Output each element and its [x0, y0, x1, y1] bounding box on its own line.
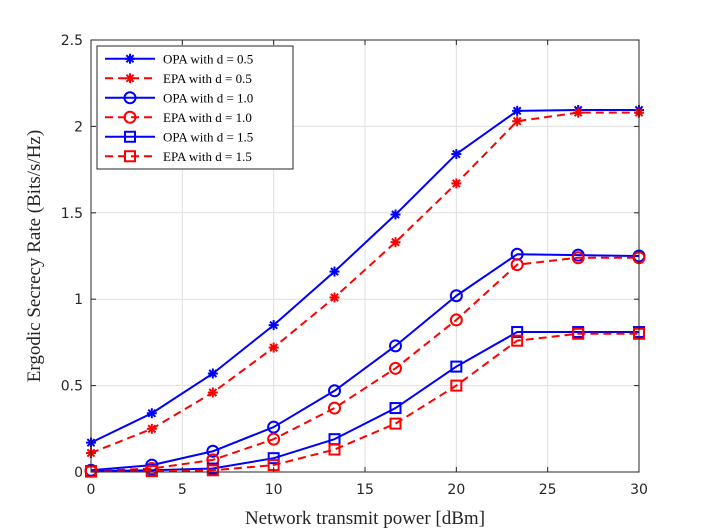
data-point: [573, 107, 584, 118]
legend-label: EPA with d = 1.5: [163, 149, 252, 164]
legend-label: OPA with d = 1.5: [163, 129, 253, 144]
data-point: [390, 209, 401, 220]
data-point: [329, 292, 340, 303]
x-axis-label: Network transmit power [dBm]: [245, 508, 485, 529]
series-2: [86, 107, 644, 458]
legend-marker: [125, 73, 135, 84]
data-point: [327, 401, 341, 415]
data-point: [511, 326, 524, 339]
legend-item: OPA with d = 1.0: [105, 90, 253, 105]
data-point: [329, 266, 340, 277]
data-point: [389, 361, 403, 375]
x-tick-label: 5: [178, 482, 187, 498]
data-point: [450, 379, 463, 392]
x-tick-label: 0: [87, 482, 96, 498]
data-point: [267, 420, 281, 434]
data-point: [449, 313, 463, 327]
legend-item: EPA with d = 1.5: [105, 149, 252, 164]
legend-marker: [125, 53, 135, 64]
legend-marker: [123, 110, 137, 124]
x-tick-label: 25: [539, 482, 557, 498]
data-point: [267, 452, 280, 465]
y-tick-label: 1: [74, 292, 83, 308]
data-point: [268, 342, 279, 353]
legend-box: [96, 45, 294, 170]
legend-marker: [123, 91, 137, 105]
y-tick-label: 0: [74, 465, 83, 481]
series-line: [90, 253, 640, 472]
legend-item: EPA with d = 0.5: [105, 71, 252, 86]
legend-marker: [124, 150, 136, 163]
data-point: [449, 289, 463, 303]
x-tick-label: 15: [356, 482, 374, 498]
data-point: [145, 465, 158, 478]
data-point: [389, 339, 403, 353]
y-tick-label: 2.5: [61, 33, 83, 49]
legend: OPA with d = 0.5 EPA with d = 0.5 OPA with…: [96, 45, 294, 170]
legend-label: EPA with d = 1.0: [163, 110, 252, 125]
data-point: [207, 368, 218, 379]
data-point: [510, 258, 524, 272]
data-point: [571, 251, 585, 265]
data-point: [146, 408, 157, 419]
legend-item: EPA with d = 1.0: [105, 110, 252, 125]
series-line: [90, 256, 639, 473]
x-tick-label: 30: [630, 482, 648, 498]
data-point: [451, 178, 462, 189]
series-line: [90, 111, 639, 454]
data-point: [512, 105, 523, 116]
data-point: [512, 116, 523, 127]
legend-item: OPA with d = 1.5: [105, 129, 253, 144]
data-point: [268, 320, 279, 331]
data-point: [389, 402, 402, 415]
data-point: [328, 443, 341, 456]
data-point: [206, 464, 219, 477]
data-point: [511, 334, 524, 347]
x-tick-label: 10: [265, 482, 283, 498]
data-point: [206, 444, 220, 458]
ticks: 0 5 10 15 20 25 30 0 0.5 1 1.5 2 2.5: [61, 33, 648, 498]
data-point: [450, 360, 463, 373]
data-point: [146, 423, 157, 434]
data-point: [451, 149, 462, 160]
legend-label: EPA with d = 0.5: [163, 71, 252, 86]
legend-label: OPA with d = 0.5: [163, 51, 253, 66]
y-tick-label: 1.5: [61, 206, 83, 222]
data-point: [327, 384, 341, 398]
legend-marker: [124, 130, 136, 143]
y-axis-label: Ergodic Secrecy Rate (Bits/s/Hz): [24, 130, 45, 382]
series-1: [86, 104, 644, 448]
legend-item: OPA with d = 0.5: [105, 51, 253, 66]
data-point: [390, 237, 401, 248]
legend-label: OPA with d = 1.0: [163, 90, 253, 105]
x-tick-label: 20: [447, 482, 465, 498]
data-point: [389, 417, 402, 430]
data-point: [572, 327, 585, 340]
data-point: [207, 387, 218, 398]
data-point: [267, 432, 281, 446]
series-line: [90, 108, 639, 444]
y-tick-label: 0.5: [61, 379, 83, 395]
y-tick-label: 2: [74, 119, 83, 135]
